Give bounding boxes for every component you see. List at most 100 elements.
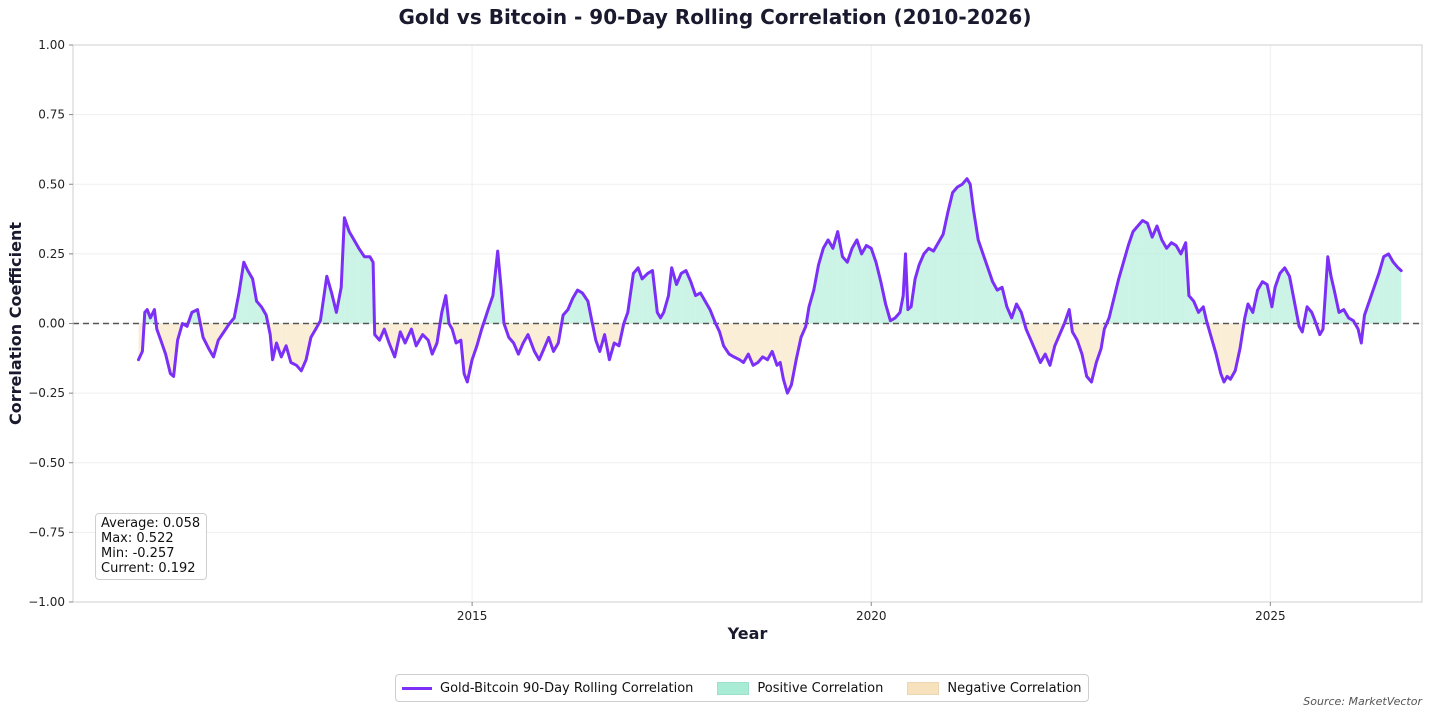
positive-fill-segment [1388,253,1394,324]
y-tick-label: −0.75 [28,525,65,539]
positive-fill-segment [962,178,968,324]
negative-fill-segment [1081,323,1087,377]
series-lines [137,177,1403,395]
legend-item-negative: Negative Correlation [907,681,1082,696]
y-axis-title: Correlation Coefficient [6,222,25,425]
positive-fill-segment [686,270,691,324]
negative-fill-segment [1220,323,1225,382]
y-axis-ticks: 1.00 0.75 0.50 0.25 0.00 −0.25 −0.50 −0.75 −1.00 [28,38,73,609]
x-tick-label: 2015 [457,609,488,623]
negative-fill-segment [1216,323,1221,374]
source-note: Source: MarketVector [1303,695,1422,708]
positive-fill-segment [1279,267,1285,324]
positive-fill-segment [1369,287,1375,324]
negative-fill-segment [276,323,282,357]
positive-fill-segment [326,276,332,324]
positive-fill-segment [919,253,924,324]
negative-fill-segment [290,323,297,366]
positive-fill-segment [1307,306,1312,324]
negative-fill-segment [389,323,395,357]
positive-fill-segment [1152,226,1157,324]
positive-fill-segment [1262,281,1268,324]
negative-fill-segment [791,323,797,385]
chart-legend: Gold-Bitcoin 90-Day Rolling Correlation … [395,674,1089,702]
positive-fill-segment [856,239,862,324]
series-line-gold-bitcoin-correlation [137,177,1403,395]
x-axis-ticks: 2015 2020 2025 [457,602,1286,623]
positive-fill-segment [642,273,648,324]
negative-fill-segment [762,323,768,360]
positive-fill-segment [982,253,988,324]
positive-fill-segment [577,290,583,324]
negative-fill-segment [733,323,740,360]
positive-fill-segment [1398,267,1402,324]
negative-fill-segment [432,323,437,355]
chart-title: Gold vs Bitcoin - 90-Day Rolling Correla… [398,5,1032,29]
positive-fill-segment [633,267,639,324]
negative-fill-segment [729,323,734,357]
positive-fill-segment [364,256,370,324]
positive-fill-segment [1133,226,1138,324]
positive-fill-segment [923,248,929,324]
negative-fill-segment [783,323,788,394]
positive-fill-segment [705,301,710,324]
positive-fill-segment [676,273,682,324]
positive-fill-segment [243,262,248,324]
positive-fill-segment [1383,253,1389,324]
negative-fill-segment [1086,323,1092,382]
legend-swatch-positive [717,681,750,695]
negative-fill-segment [286,323,291,363]
positive-fill-segment [997,287,1003,324]
negative-fill-segment [614,323,619,346]
stat-current: Current: 0.192 [101,561,196,576]
positive-fill-segment [681,270,687,324]
negative-fill-segment [1230,323,1236,380]
positive-fill-segment [1128,231,1134,324]
positive-fill-segment [1171,242,1177,324]
positive-fill-segment [1147,223,1153,324]
y-tick-label: 0.00 [38,317,65,331]
positive-fill-segment [647,270,653,324]
positive-fill-segment [866,245,872,324]
positive-fill-segment [1284,267,1290,324]
negative-fill-segment [753,323,758,366]
negative-fill-segment [513,323,519,355]
positive-fill-segment [1137,220,1143,324]
positive-fill-segment [842,256,848,324]
positive-fill-segment [957,184,963,324]
negative-fill-segment [739,323,744,363]
legend-swatch-series [402,686,432,690]
stat-min: Min: -0.257 [101,546,175,561]
negative-fill-segment [518,323,524,355]
positive-fill-segment [1166,242,1172,324]
positive-fill-segment [1188,295,1194,324]
positive-fill-segment [943,212,948,324]
positive-fill-segment [947,192,953,324]
x-axis-title: Year [727,624,768,643]
positive-fill-segment [1123,245,1129,324]
negative-fill-segment [1091,323,1097,382]
negative-fill-segment [1040,323,1046,363]
legend-swatch-negative [907,681,940,695]
positive-fill-segment [907,306,912,324]
positive-fill-segment [353,239,359,324]
positive-fill-segment [847,248,853,324]
positive-fill-segment [1176,245,1181,324]
positive-fill-segment [358,248,365,324]
positive-fill-segment [933,242,939,324]
y-tick-label: 1.00 [38,38,65,52]
legend-item-series: Gold-Bitcoin 90-Day Rolling Correlation [402,681,693,696]
positive-fill-segment [1257,281,1263,324]
negative-fill-segment [787,323,792,394]
negative-fill-segment [757,323,763,363]
positive-fill-segment [247,270,253,324]
stats-box: Average: 0.058 Max: 0.522 Min: -0.257 Cu… [95,513,208,580]
negative-fill-segment [1227,323,1231,380]
positive-fill-segment [349,231,354,324]
legend-label-series: Gold-Bitcoin 90-Day Rolling Correlation [440,680,694,696]
positive-fill-segment [967,178,971,324]
positive-fill-segment [970,184,974,324]
stat-max: Max: 0.522 [101,531,174,546]
legend-label-positive: Positive Correlation [757,680,884,696]
correlation-fill-areas [138,178,1402,394]
